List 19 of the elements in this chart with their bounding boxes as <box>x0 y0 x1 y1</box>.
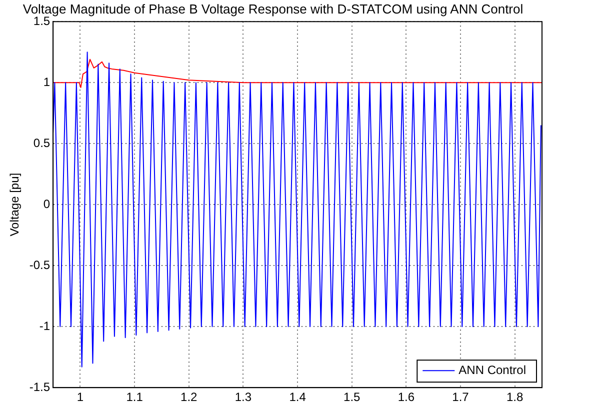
x-tick-label: 1.6 <box>398 390 415 404</box>
x-tick-label: 1.2 <box>180 390 198 404</box>
x-tick-label: 1.4 <box>289 390 306 404</box>
x-tick-label: 1.5 <box>344 390 361 404</box>
y-tick-label: -0.5 <box>29 258 50 272</box>
y-tick-label: 1.5 <box>33 14 50 28</box>
x-tick-label: 1.3 <box>234 390 252 404</box>
y-tick-label: 0.5 <box>33 136 50 150</box>
y-tick-label: -1 <box>39 318 50 333</box>
x-tick-label: 1.7 <box>452 390 470 404</box>
x-tick-label: 1 <box>76 390 84 404</box>
y-tick-label: 0 <box>43 196 50 211</box>
x-tick-label: 1.8 <box>506 390 524 404</box>
x-tick-label: 1.1 <box>126 390 144 404</box>
y-tick-label: -1.5 <box>29 380 50 394</box>
y-axis-title: Voltage [pu] <box>8 172 22 236</box>
legend-label: ANN Control <box>458 362 526 377</box>
y-tick-label: 1 <box>43 74 50 89</box>
chart-title: Voltage Magnitude of Phase B Voltage Response with D-STATCOM using ANN Control <box>22 1 524 16</box>
